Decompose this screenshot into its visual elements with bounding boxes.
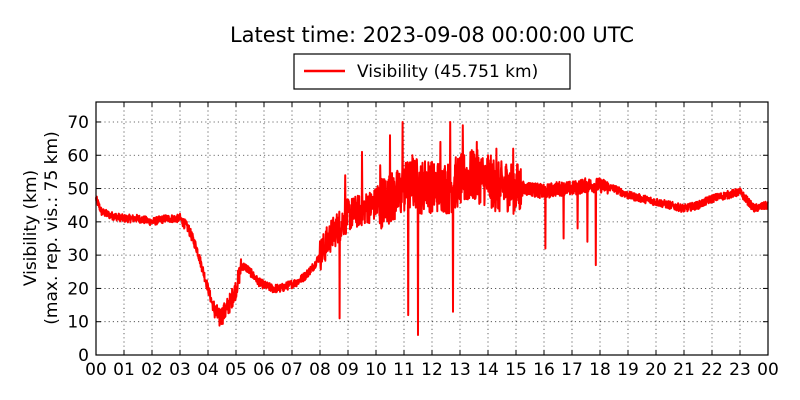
y-axis-title-group: Visibility (km)	[21, 170, 41, 286]
x-tick-label: 16	[533, 360, 555, 380]
x-tick-label: 14	[477, 360, 499, 380]
y-tick-label: 70	[67, 113, 89, 133]
y-tick-label: 60	[67, 146, 89, 166]
y-axis-subtitle: (max. rep. vis.: 75 km)	[42, 131, 62, 324]
x-tick-label: 12	[421, 360, 443, 380]
x-tick-label: 18	[589, 360, 611, 380]
x-axis: 00 01 02 03 04 05 06 07 08 09 10 11 12 13 14 15 16 17 18 19…	[85, 102, 779, 380]
chart-title: Latest time: 2023-09-08 00:00:00 UTC	[230, 23, 634, 47]
x-tick-label: 07	[281, 360, 303, 380]
legend: Visibility (45.751 km)	[293, 53, 571, 90]
series-layer	[95, 121, 769, 336]
y-tick-label: 40	[67, 213, 89, 233]
x-tick-label: 09	[337, 360, 359, 380]
x-tick-label: 23	[729, 360, 751, 380]
y-tick-label: 30	[67, 246, 89, 266]
x-tick-label: 17	[561, 360, 583, 380]
y-tick-label: 10	[67, 313, 89, 333]
y-tick-label: 20	[67, 279, 89, 299]
x-tick-label: 08	[309, 360, 331, 380]
y-axis-title: Visibility (km)	[21, 170, 41, 286]
series-line	[95, 121, 769, 336]
legend-label: Visibility (45.751 km)	[357, 62, 538, 82]
y-axis-subtitle-group: (max. rep. vis.: 75 km)	[42, 131, 62, 324]
x-tick-label: 02	[141, 360, 163, 380]
x-tick-label: 21	[673, 360, 695, 380]
x-tick-label: 00	[85, 360, 107, 380]
x-tick-label: 04	[197, 360, 219, 380]
x-tick-label: 05	[225, 360, 247, 380]
x-tick-label: 10	[365, 360, 387, 380]
x-tick-label: 03	[169, 360, 191, 380]
x-tick-label: 00	[757, 360, 779, 380]
x-tick-label: 15	[505, 360, 527, 380]
x-tick-label: 20	[645, 360, 667, 380]
x-tick-label: 06	[253, 360, 275, 380]
x-tick-label: 13	[449, 360, 471, 380]
y-axis: 0 10 20 30 40 50 60 70	[67, 113, 768, 366]
y-tick-label: 0	[78, 346, 89, 366]
x-tick-label: 22	[701, 360, 723, 380]
x-tick-label: 19	[617, 360, 639, 380]
x-tick-label: 01	[113, 360, 135, 380]
x-tick-label: 11	[393, 360, 415, 380]
y-tick-label: 50	[67, 180, 89, 200]
